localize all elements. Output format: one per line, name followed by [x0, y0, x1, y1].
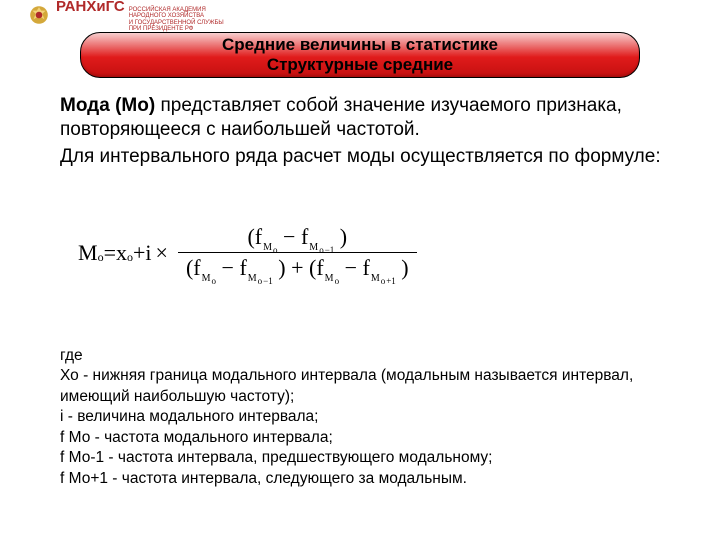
- where-line-3: i - величина модального интервала;: [60, 407, 670, 427]
- num-f2-suffix: −1: [324, 245, 335, 255]
- mode-formula: Mo = xo + i × (fMo − fMo−1 ) (fMo − fMo−…: [78, 222, 548, 283]
- logo-subtitle: РОССИЙСКАЯ АКАДЕМИЯ НАРОДНОГО ХОЗЯЙСТВА …: [129, 7, 224, 32]
- num-f2-Mo-sub: o: [318, 245, 324, 255]
- times-sign: ×: [152, 240, 172, 266]
- num-close-paren: ): [340, 224, 347, 249]
- where-line-5: f Мо-1 - частота интервала, предшествующ…: [60, 448, 670, 468]
- den-f1-Mo-sub: o: [211, 276, 217, 286]
- den-f4-suffix: +1: [385, 276, 396, 286]
- num-f2-Mo: M: [309, 242, 318, 253]
- plus-sign: +: [133, 240, 145, 266]
- where-line-4: f Мо - частота модального интервала;: [60, 428, 670, 448]
- fraction-denominator: (fMo − fMo−1 ) + (fMo − fMo+1 ): [178, 253, 417, 283]
- body-sentence-1: Мода (Мо) представляет собой значение из…: [60, 94, 670, 143]
- num-f1-Mo: M: [263, 242, 272, 253]
- where-line-6: f Мо+1 - частота интервала, следующего з…: [60, 469, 670, 489]
- den-f4: f: [362, 255, 369, 280]
- den-f2: f: [239, 255, 246, 280]
- fraction: (fMo − fMo−1 ) (fMo − fMo−1 ) + (fMo − f…: [178, 222, 417, 283]
- term-moda: Мода (Мо): [60, 95, 155, 116]
- den-f2-suffix: −1: [262, 276, 273, 286]
- den-f3-Mo: M: [325, 273, 334, 284]
- den-close2: ): [401, 255, 408, 280]
- den-f4-Mo: M: [371, 273, 380, 284]
- eq-sign: =: [104, 240, 116, 266]
- den-minus2: −: [345, 255, 363, 280]
- lhs-M: M: [78, 240, 98, 266]
- body-text: Мода (Мо) представляет собой значение из…: [60, 94, 670, 169]
- den-f3-Mo-sub: o: [334, 276, 340, 286]
- title-text: Средние величины в статистике Структурны…: [222, 35, 498, 74]
- den-f1: f: [193, 255, 200, 280]
- den-close1: ): [278, 255, 285, 280]
- slide-root: РАНХиГС РОССИЙСКАЯ АКАДЕМИЯ НАРОДНОГО ХО…: [0, 0, 720, 540]
- den-f2-Mo: M: [248, 273, 257, 284]
- formula-block: Mo = xo + i × (fMo − fMo−1 ) (fMo − fMo−…: [78, 222, 548, 283]
- title-pill: Средние величины в статистике Структурны…: [80, 32, 640, 78]
- den-f3: f: [316, 255, 323, 280]
- fraction-numerator: (fMo − fMo−1 ): [239, 222, 355, 252]
- logo-main-text: РАНХиГС: [56, 0, 125, 15]
- where-legend: где Хо - нижняя граница модального интер…: [60, 346, 670, 489]
- den-plus: +: [291, 255, 309, 280]
- where-line-2: Хо - нижняя граница модального интервала…: [60, 366, 670, 407]
- den-f1-Mo: M: [202, 273, 211, 284]
- den-minus1: −: [222, 255, 240, 280]
- institution-logo: РАНХиГС РОССИЙСКАЯ АКАДЕМИЯ НАРОДНОГО ХО…: [28, 0, 224, 32]
- logo-text: РАНХиГС РОССИЙСКАЯ АКАДЕМИЯ НАРОДНОГО ХО…: [56, 0, 224, 32]
- top-bar: РАНХиГС РОССИЙСКАЯ АКАДЕМИЯ НАРОДНОГО ХО…: [0, 0, 720, 30]
- where-line-1: где: [60, 346, 670, 366]
- x-var: x: [116, 240, 127, 266]
- body-sentence-2: Для интервального ряда расчет моды осуще…: [60, 145, 670, 169]
- num-open-paren: (: [247, 224, 254, 249]
- num-minus: −: [283, 224, 301, 249]
- emblem-icon: [28, 4, 50, 26]
- num-f1-Mo-sub: o: [272, 245, 278, 255]
